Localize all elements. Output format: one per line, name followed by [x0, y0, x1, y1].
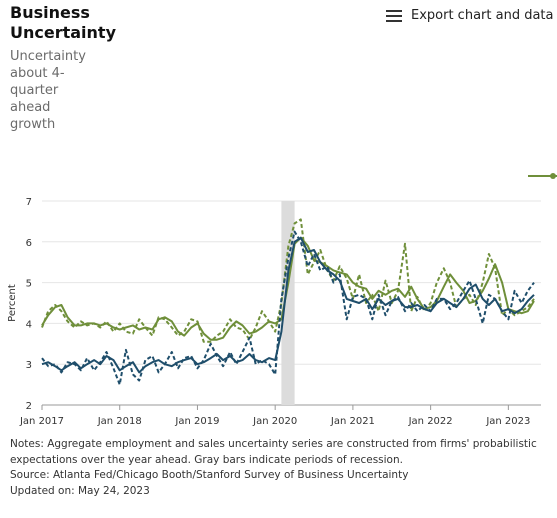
hamburger-menu-icon	[386, 9, 402, 22]
x-tick-label: Jan 2019	[174, 416, 219, 427]
chart-title: Business Uncertainty	[10, 3, 117, 42]
x-tick-label: Jan 2022	[408, 416, 453, 427]
y-axis: 2 3 4 5 6 7	[26, 197, 32, 412]
series-line-2	[41, 218, 535, 343]
x-axis: Jan 2017 Jan 2018 Jan 2019 Jan 2020 Jan 2021…	[19, 405, 530, 427]
y-tick-label: 6	[26, 238, 32, 249]
chart-subtitle: Uncertainty about 4-quarter ahead growth	[10, 49, 86, 132]
recession-bars	[281, 201, 295, 405]
grid-lines	[42, 200, 541, 406]
notes-line-2: expectations over the year ahead. Gray b…	[10, 453, 403, 466]
series-line-3	[41, 236, 535, 374]
series-line-4	[41, 230, 535, 386]
x-tick-label: Jan 2023	[485, 416, 530, 427]
x-tick-label: Jan 2021	[330, 416, 375, 427]
source-text: Source: Atlanta Fed/Chicago Booth/Stanfo…	[10, 469, 409, 481]
y-tick-label: 2	[26, 401, 32, 412]
y-tick-label: 3	[26, 360, 32, 371]
updated-text: Updated on: May 24, 2023	[10, 484, 150, 497]
y-tick-label: 5	[26, 279, 32, 290]
x-tick-label: Jan 2020	[252, 416, 297, 427]
legend-dot-marker[interactable]	[550, 173, 556, 179]
x-tick-label: Jan 2018	[97, 416, 142, 427]
legend-line-marker[interactable]	[528, 175, 557, 177]
recession-bar	[281, 201, 295, 405]
series-lines	[41, 218, 535, 386]
chart-notes: Notes: Aggregate employment and sales un…	[10, 437, 550, 499]
x-tick-label: Jan 2017	[19, 416, 64, 427]
export-button[interactable]: Export chart and data	[386, 8, 554, 23]
export-label: Export chart and data	[411, 8, 554, 23]
y-tick-label: 4	[26, 319, 32, 330]
y-axis-title: Percent	[7, 284, 18, 322]
notes-line-1: Notes: Aggregate employment and sales un…	[10, 438, 537, 450]
y-tick-label: 7	[26, 197, 32, 208]
